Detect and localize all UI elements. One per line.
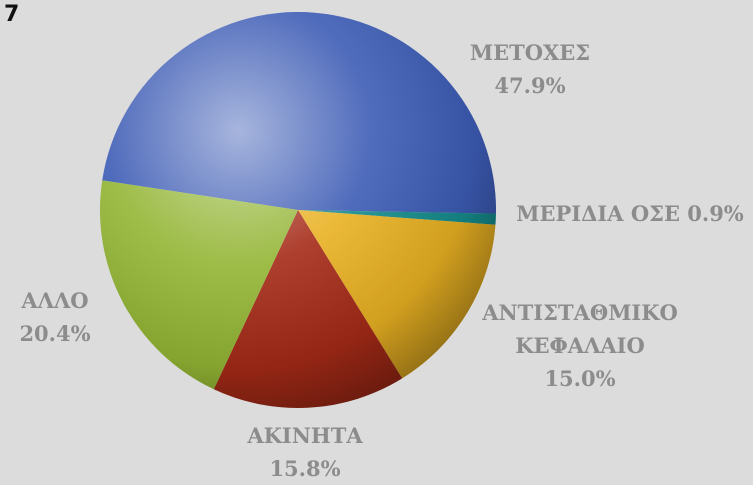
value-label: 20.4% — [19, 321, 91, 346]
chart-title: 7 — [4, 2, 20, 27]
value-label: 15.8% — [269, 456, 341, 481]
category-label: ΑΛΛΟ — [21, 288, 89, 313]
slice-label: ΜΕΤΟΧΕΣ 47.9% — [470, 36, 590, 102]
category-label: ΜΕΤΟΧΕΣ — [469, 40, 591, 65]
chart — [100, 12, 497, 408]
value-label: 47.9% — [494, 73, 566, 98]
page: 7 (() => { const data = JSON.parse(docum… — [4, 2, 744, 481]
slice-label: ΑΛΛΟ 20.4% — [19, 284, 90, 350]
category-label: ΜΕΡΙΔΙΑ ΟΣΕ — [516, 201, 680, 226]
slice-label: ΑΚΙΝΗΤΑ 15.8% — [247, 419, 362, 485]
category-label: ΑΝΤΙΣΤΑΘΜΙΚΟ ΚΕΦΑΛΑΙΟ — [482, 300, 678, 358]
slice-label: ΑΝΤΙΣΤΑΘΜΙΚΟ ΚΕΦΑΛΑΙΟ 15.0% — [480, 296, 680, 395]
value-label: 15.0% — [544, 366, 616, 391]
slice-label: ΜΕΡΙΔΙΑ ΟΣΕ 0.9% — [516, 197, 744, 230]
category-label: ΑΚΙΝΗΤΑ — [247, 423, 363, 448]
value-label: 0.9% — [687, 201, 744, 226]
pie-slice — [102, 12, 497, 214]
